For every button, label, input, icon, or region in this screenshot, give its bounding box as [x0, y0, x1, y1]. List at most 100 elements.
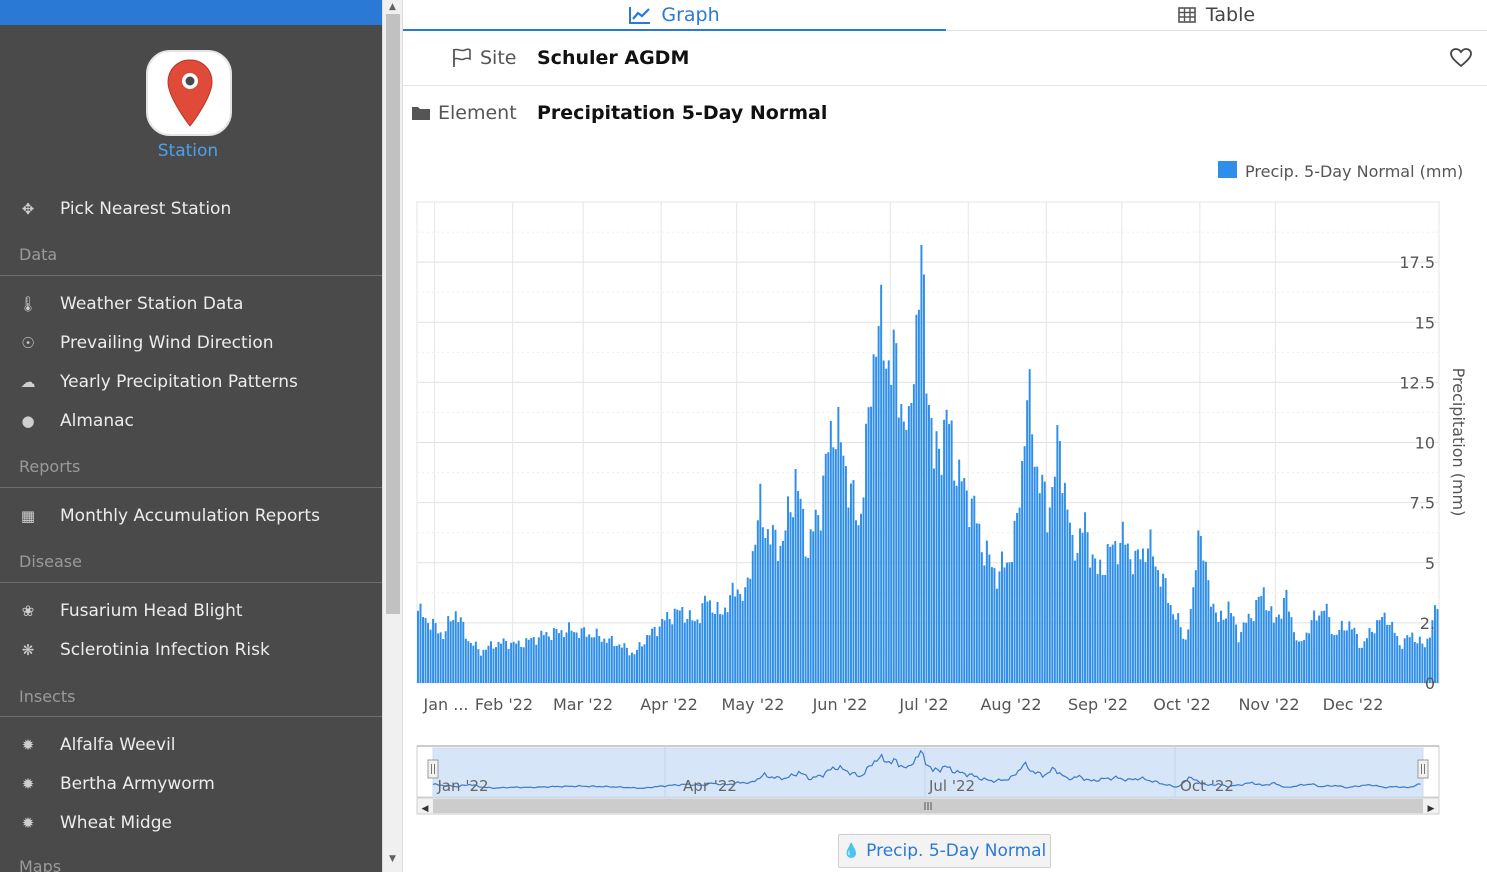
precip-bar: [1089, 567, 1092, 683]
tab-table-label: Table: [1205, 4, 1256, 26]
precip-bar: [1114, 541, 1117, 683]
precip-bar: [1051, 487, 1054, 683]
precip-bar: [502, 638, 505, 683]
tab-graph[interactable]: Graph: [403, 0, 946, 31]
navigator-scroll-left-icon[interactable]: ◀: [422, 804, 429, 814]
precip-bar: [792, 517, 795, 683]
navigator-handle[interactable]: [427, 759, 439, 779]
row-divider: [403, 85, 1487, 86]
precip-bar: [973, 495, 976, 683]
scroll-down-arrow-icon[interactable]: ▼: [389, 854, 396, 864]
navigator-scroll-right-icon[interactable]: ▶: [1428, 804, 1435, 814]
section-header-data: Data: [19, 245, 58, 264]
precip-bar: [985, 540, 988, 683]
precip-bar: [938, 448, 941, 683]
precip-bar: [709, 600, 711, 683]
precip-bar: [1063, 482, 1066, 683]
precip-bar: [585, 636, 588, 683]
x-tick-label: Feb '22: [475, 695, 533, 714]
precip-bar: [1227, 601, 1230, 683]
precip-bar: [1202, 560, 1205, 683]
scroll-up-arrow-icon[interactable]: ▲: [389, 2, 396, 12]
precip-bar: [1144, 561, 1147, 683]
precip-bar: [1245, 622, 1248, 683]
navigator-selection[interactable]: [432, 747, 1424, 798]
precip-bar: [683, 622, 686, 683]
sidebar-item-alfalfa-weevil[interactable]: ✹ Alfalfa Weevil: [0, 728, 382, 762]
series-toggle-label: Precip. 5-Day Normal: [866, 841, 1047, 861]
navigator-handle[interactable]: [1417, 759, 1429, 779]
precip-bar: [824, 453, 827, 683]
sidebar-item-prevailing-wind-direction[interactable]: ☉ Prevailing Wind Direction: [0, 326, 382, 360]
precip-bar: [714, 613, 716, 683]
sidebar-item-pick-nearest-station[interactable]: ✥ Pick Nearest Station: [0, 192, 382, 226]
sidebar-scrollbar[interactable]: ▲ ▼: [382, 0, 403, 872]
precip-bar: [1330, 633, 1333, 683]
precip-bar: [799, 498, 802, 683]
precip-bar: [1315, 620, 1318, 683]
sidebar-item-wheat-midge[interactable]: ✹ Wheat Midge: [0, 806, 382, 840]
precip-bar: [1381, 616, 1384, 683]
precip-bar: [922, 274, 925, 683]
sidebar-item-fusarium-head-blight[interactable]: ❀ Fusarium Head Blight: [0, 594, 382, 628]
precip-bar: [620, 647, 623, 683]
station-label: Station: [157, 141, 219, 161]
precip-bar: [613, 646, 616, 683]
precip-bar: [1411, 632, 1414, 683]
precip-bar: [1305, 632, 1308, 683]
precip-bar: [1391, 621, 1394, 683]
precip-bar: [1134, 550, 1137, 683]
precip-bar: [1091, 554, 1094, 683]
precip-bar: [676, 609, 679, 683]
precip-bar: [1046, 532, 1049, 683]
precip-bar: [1136, 549, 1139, 683]
line-chart-icon: [629, 6, 651, 24]
sidebar-item-bertha-armyworm[interactable]: ✹ Bertha Armyworm: [0, 767, 382, 801]
precip-bar: [651, 628, 654, 683]
precip-bar: [847, 507, 850, 683]
precipitation-chart[interactable]: Precip. 5-Day Normal (mm) 0 2. 5 7.5 10 12.5 1…: [403, 150, 1487, 820]
precip-bar: [988, 554, 991, 683]
sidebar-item-monthly-accumulation-reports[interactable]: ▦ Monthly Accumulation Reports: [0, 499, 382, 533]
precip-bar: [688, 610, 691, 683]
precip-bar: [472, 645, 475, 683]
series-toggle-button[interactable]: 💧 Precip. 5-Day Normal: [838, 834, 1051, 868]
y-tick-label: 0: [1425, 674, 1435, 693]
precip-bar: [895, 343, 898, 683]
precip-bar: [1179, 627, 1182, 683]
sidebar-item-label: Fusarium Head Blight: [60, 601, 243, 621]
precip-bar: [1350, 629, 1353, 683]
precip-bar: [703, 595, 706, 683]
heart-icon[interactable]: [1450, 48, 1472, 72]
sidebar-item-label: Almanac: [60, 411, 134, 431]
precip-bar: [522, 647, 525, 683]
precip-bar: [482, 649, 485, 683]
range-navigator[interactable]: Jan '22 Apr '22 Jul '22 Oct '22 ◀ ▶: [416, 745, 1440, 815]
scrollbar-thumb[interactable]: [386, 14, 400, 614]
chart-legend[interactable]: Precip. 5-Day Normal (mm): [1218, 161, 1463, 181]
precip-bar: [698, 623, 701, 683]
precip-bar: [1262, 587, 1265, 683]
precip-bar: [837, 406, 840, 683]
precip-bar: [454, 611, 457, 683]
sidebar-item-almanac[interactable]: ● Almanac: [0, 404, 382, 438]
sidebar-item-yearly-precipitation-patterns[interactable]: ☁ Yearly Precipitation Patterns: [0, 365, 382, 399]
precip-bar: [736, 589, 739, 683]
precip-bar: [862, 497, 865, 683]
section-header-reports: Reports: [19, 457, 81, 476]
precip-bar: [809, 529, 812, 683]
precip-bar: [970, 498, 973, 683]
precip-bar: [1023, 446, 1026, 683]
precip-bar: [444, 631, 447, 683]
precip-bar: [1303, 639, 1306, 683]
precip-bar: [1172, 614, 1175, 683]
precip-bar: [610, 635, 613, 683]
precip-bar: [598, 636, 601, 683]
x-tick-label: Sep '22: [1068, 695, 1128, 714]
station-button[interactable]: [146, 50, 232, 136]
tab-table[interactable]: Table: [946, 0, 1487, 31]
sidebar-item-weather-station-data[interactable]: 🌡 Weather Station Data: [0, 287, 382, 321]
precip-bar: [917, 309, 920, 683]
sidebar-item-sclerotinia-infection-risk[interactable]: ❋ Sclerotinia Infection Risk: [0, 633, 382, 667]
precip-bar: [434, 623, 437, 683]
